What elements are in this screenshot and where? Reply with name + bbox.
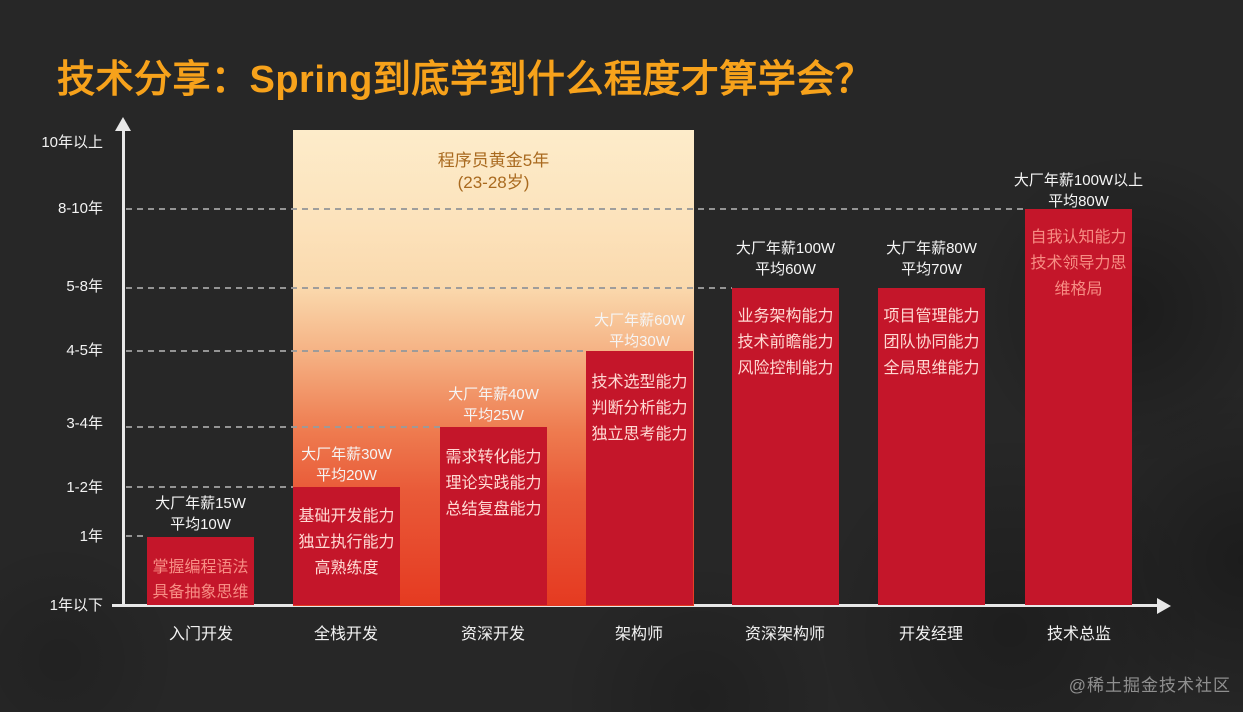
watermark: @稀土掘金技术社区 <box>1068 676 1231 695</box>
gridline-3-4y <box>126 426 440 428</box>
golden-years-title: 程序员黄金5年 <box>437 151 550 170</box>
bar-skills: 自我认知能力 技术领导力思维格局 <box>1030 229 1127 298</box>
bar-skills: 技术选型能力 判断分析能力 独立思考能力 <box>591 374 688 443</box>
bar-skills: 业务架构能力 技术前瞻能力 风险控制能力 <box>737 308 834 377</box>
salary-label-dev-manager: 大厂年薪80W 平均70W <box>886 240 977 278</box>
bar-architect: 技术选型能力 判断分析能力 独立思考能力 <box>586 351 693 605</box>
x-label-senior-developer: 资深开发 <box>460 626 525 643</box>
salary-label-fullstack: 大厂年薪30W 平均20W <box>301 446 392 484</box>
bar-skills: 项目管理能力 团队协同能力 全局思维能力 <box>883 308 980 377</box>
x-axis-arrow-icon <box>1157 598 1171 614</box>
bar-fullstack-developer: 基础开发能力 独立执行能力 高熟练度 <box>293 487 400 605</box>
y-axis-arrow-icon <box>115 117 131 131</box>
y-tick-under-1y: 1年以下 <box>49 597 103 614</box>
bar-dev-manager: 项目管理能力 团队协同能力 全局思维能力 <box>878 288 985 605</box>
salary-label-tech-director: 大厂年薪100W以上 平均80W <box>1013 172 1144 210</box>
gridline-8-10y <box>126 208 1025 210</box>
y-tick-1-2y: 1-2年 <box>66 479 103 496</box>
bar-senior-architect: 业务架构能力 技术前瞻能力 风险控制能力 <box>732 288 839 605</box>
y-tick-3-4y: 3-4年 <box>66 415 103 432</box>
x-label-architect: 架构师 <box>614 626 663 643</box>
golden-years-age-range: (23-28岁) <box>457 173 530 192</box>
x-label-senior-architect: 资深架构师 <box>744 626 825 643</box>
salary-label-architect: 大厂年薪60W 平均30W <box>594 312 685 350</box>
y-tick-10y-plus: 10年以上 <box>41 134 103 151</box>
gridline-1y <box>126 535 147 537</box>
bar-tech-director: 自我认知能力 技术领导力思维格局 <box>1025 209 1132 605</box>
bar-entry-developer: 掌握编程语法 具备抽象思维 <box>147 537 254 605</box>
bar-skills: 需求转化能力 理论实践能力 总结复盘能力 <box>445 449 542 518</box>
y-tick-1y: 1年 <box>79 528 103 545</box>
y-tick-5-8y: 5-8年 <box>66 278 103 295</box>
bar-skills: 掌握编程语法 具备抽象思维 <box>152 559 249 601</box>
page-title: 技术分享：Spring到底学到什么程度才算学会？ <box>57 59 874 101</box>
golden-years-label: 程序员黄金5年 (23-28岁) <box>293 150 694 194</box>
salary-label-senior-dev: 大厂年薪40W 平均25W <box>448 386 539 424</box>
gridline-1-2y <box>126 486 293 488</box>
bar-senior-developer: 需求转化能力 理论实践能力 总结复盘能力 <box>440 427 547 605</box>
bar-skills: 基础开发能力 独立执行能力 高熟练度 <box>298 508 395 577</box>
x-label-entry-developer: 入门开发 <box>168 626 233 643</box>
salary-label-senior-architect: 大厂年薪100W 平均60W <box>735 240 836 278</box>
x-label-dev-manager: 开发经理 <box>898 626 963 643</box>
y-tick-8-10y: 8-10年 <box>57 200 103 217</box>
x-label-fullstack-developer: 全栈开发 <box>313 626 378 643</box>
gridline-5-8y <box>126 287 732 289</box>
salary-label-entry: 大厂年薪15W 平均10W <box>155 495 246 533</box>
y-tick-4-5y: 4-5年 <box>66 342 103 359</box>
y-axis <box>122 131 125 607</box>
gridline-4-5y <box>126 350 586 352</box>
x-label-tech-director: 技术总监 <box>1046 626 1111 643</box>
